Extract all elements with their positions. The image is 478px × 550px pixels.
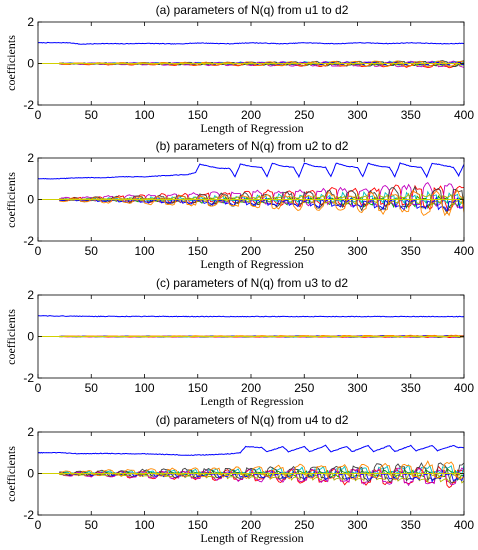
y-tick-label-d: -2 (23, 508, 34, 522)
plot-area-a (38, 41, 464, 69)
x-tick-label-a: 200 (241, 108, 261, 122)
series-line-d-2 (59, 465, 464, 489)
x-axis-label-c: Length of Regression (200, 394, 303, 408)
plot-area-d (38, 444, 464, 489)
x-tick-label-b: 200 (241, 244, 261, 258)
y-tick-label-c: 2 (27, 288, 34, 302)
series-line-a-main (38, 41, 464, 45)
x-tick-label-a: 0 (35, 108, 42, 122)
plot-area-c (38, 315, 464, 338)
x-tick-label-b: 350 (401, 244, 421, 258)
x-tick-label-d: 200 (241, 518, 261, 532)
x-tick-label-c: 0 (35, 381, 42, 395)
series-line-d-main (38, 444, 464, 456)
series-line-b-4 (59, 181, 464, 209)
x-tick-label-a: 150 (188, 108, 208, 122)
x-tick-label-b: 400 (454, 244, 474, 258)
y-tick-label-c: 0 (27, 330, 34, 344)
x-tick-label-c: 400 (454, 381, 474, 395)
x-tick-label-b: 50 (85, 244, 99, 258)
x-tick-label-c: 300 (347, 381, 367, 395)
y-tick-label-c: -2 (23, 371, 34, 385)
x-tick-label-d: 350 (401, 518, 421, 532)
y-tick-label-a: 0 (27, 57, 34, 71)
x-tick-label-d: 150 (188, 518, 208, 532)
x-tick-label-a: 400 (454, 108, 474, 122)
x-tick-label-b: 0 (35, 244, 42, 258)
y-tick-label-d: 2 (27, 425, 34, 439)
x-tick-label-c: 150 (188, 381, 208, 395)
x-tick-label-d: 0 (35, 518, 42, 532)
series-line-b-5 (59, 192, 464, 207)
x-tick-label-b: 100 (134, 244, 154, 258)
x-tick-label-d: 300 (347, 518, 367, 532)
x-tick-label-a: 50 (85, 108, 99, 122)
x-tick-label-c: 50 (85, 381, 99, 395)
chart-panel-b: (b) parameters of N(q) from u2 to d2 coe… (4, 139, 474, 271)
x-tick-label-b: 250 (294, 244, 314, 258)
x-tick-label-c: 200 (241, 381, 261, 395)
x-tick-label-c: 350 (401, 381, 421, 395)
series-line-c-main (38, 315, 464, 318)
x-tick-label-b: 300 (347, 244, 367, 258)
plot-area-b (38, 162, 464, 217)
chart-title-c: (c) parameters of N(q) from u3 to d2 (156, 276, 348, 290)
series-line-d-5 (59, 471, 464, 484)
chart-title-b: (b) parameters of N(q) from u2 to d2 (156, 139, 349, 153)
y-tick-label-a: -2 (23, 98, 34, 112)
x-tick-label-c: 100 (134, 381, 154, 395)
y-tick-label-b: -2 (23, 234, 34, 248)
chart-panel-d: (d) parameters of N(q) from u4 to d2 coe… (4, 413, 474, 545)
x-tick-label-c: 250 (294, 381, 314, 395)
x-axis-label-d: Length of Regression (200, 531, 303, 545)
x-tick-label-d: 100 (134, 518, 154, 532)
x-tick-label-a: 250 (294, 108, 314, 122)
x-tick-label-a: 350 (401, 108, 421, 122)
x-axis-label-a: Length of Regression (200, 121, 303, 135)
chart-title-a: (a) parameters of N(q) from u1 to d2 (156, 3, 349, 17)
series-line-d-8 (58, 460, 464, 481)
y-tick-label-b: 0 (27, 193, 34, 207)
x-tick-label-d: 400 (454, 518, 474, 532)
chart-title-d: (d) parameters of N(q) from u4 to d2 (156, 413, 349, 427)
chart-panel-c: (c) parameters of N(q) from u3 to d2 coe… (4, 276, 474, 408)
chart-panel-a: (a) parameters of N(q) from u1 to d2 coe… (4, 3, 474, 135)
series-line-b-8 (59, 189, 464, 217)
x-axis-label-b: Length of Regression (200, 257, 303, 271)
y-axis-label-b: coefficients (4, 172, 18, 228)
y-axis-label-c: coefficients (4, 309, 18, 365)
x-tick-label-b: 150 (188, 244, 208, 258)
x-tick-label-a: 100 (134, 108, 154, 122)
x-tick-label-d: 250 (294, 518, 314, 532)
y-tick-label-d: 0 (27, 467, 34, 481)
x-tick-label-d: 50 (85, 518, 99, 532)
y-axis-label-a: coefficients (4, 35, 18, 91)
y-tick-label-b: 2 (27, 151, 34, 165)
y-tick-label-a: 2 (27, 15, 34, 29)
x-tick-label-a: 300 (347, 108, 367, 122)
y-axis-label-d: coefficients (4, 446, 18, 502)
series-line-b-main (38, 162, 464, 180)
